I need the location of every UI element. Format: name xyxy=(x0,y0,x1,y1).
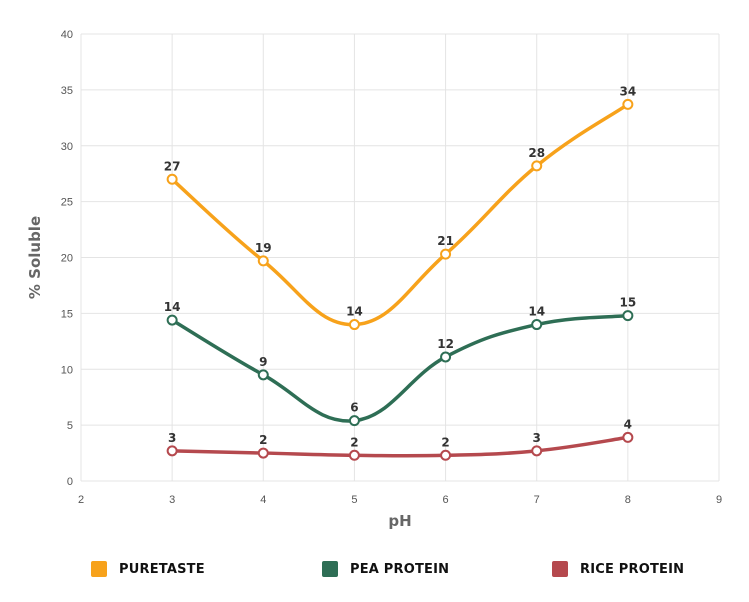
data-point-pea-protein xyxy=(622,310,634,322)
data-label-puretaste: 14 xyxy=(346,305,363,319)
data-label-pea-protein: 6 xyxy=(350,401,358,415)
y-tick-labels: 0 5 10 15 20 25 30 35 40 xyxy=(61,29,73,488)
y-tick-label: 10 xyxy=(61,364,73,376)
legend-label-puretaste: PURETASTE xyxy=(119,561,205,577)
data-label-pea-protein: 15 xyxy=(620,296,637,310)
x-tick-label: 9 xyxy=(716,494,722,506)
y-tick-label: 0 xyxy=(67,476,73,488)
y-tick-label: 25 xyxy=(61,197,73,209)
data-label-puretaste: 34 xyxy=(620,84,637,98)
data-point-pea-protein xyxy=(348,415,360,427)
data-point-pea-protein xyxy=(257,369,269,381)
x-tick-label: 8 xyxy=(625,494,631,506)
data-label-puretaste: 27 xyxy=(164,159,181,173)
x-tick-label: 4 xyxy=(260,494,266,506)
legend-item-rice-protein: RICE PROTEIN xyxy=(552,558,684,580)
y-tick-label: 35 xyxy=(61,85,73,97)
data-label-rice-protein: 3 xyxy=(533,431,541,445)
data-label-pea-protein: 12 xyxy=(437,337,454,351)
x-tick-labels: 2 3 4 5 6 7 8 9 xyxy=(78,494,722,506)
data-point-rice-protein xyxy=(440,449,452,461)
data-label-rice-protein: 2 xyxy=(441,435,449,449)
legend-swatch-puretaste xyxy=(91,561,107,577)
legend-item-puretaste: PURETASTE xyxy=(91,558,205,580)
y-tick-label: 40 xyxy=(61,29,73,41)
data-label-pea-protein: 9 xyxy=(259,355,267,369)
x-tick-label: 6 xyxy=(443,494,449,506)
data-point-rice-protein xyxy=(257,447,269,459)
x-tick-label: 7 xyxy=(534,494,540,506)
legend-swatch-rice-protein xyxy=(552,561,568,577)
y-tick-label: 5 xyxy=(67,420,73,432)
series-line-pea-protein xyxy=(170,313,630,423)
data-label-rice-protein: 3 xyxy=(168,431,176,445)
y-tick-label: 15 xyxy=(61,308,73,320)
x-tick-label: 2 xyxy=(78,494,84,506)
legend-swatch-pea-protein xyxy=(322,561,338,577)
data-point-rice-protein xyxy=(166,445,178,457)
legend: PURETASTE PEA PROTEIN RICE PROTEIN xyxy=(0,550,749,590)
data-point-puretaste xyxy=(257,255,269,267)
x-tick-label: 3 xyxy=(169,494,175,506)
data-label-puretaste: 28 xyxy=(528,146,545,160)
data-point-rice-protein xyxy=(531,445,543,457)
x-axis-title: pH xyxy=(388,512,411,530)
legend-item-pea-protein: PEA PROTEIN xyxy=(322,558,449,580)
data-point-pea-protein xyxy=(166,314,178,326)
data-point-rice-protein xyxy=(622,431,634,443)
y-axis-title: % Soluble xyxy=(26,216,44,299)
legend-label-pea-protein: PEA PROTEIN xyxy=(350,561,450,577)
x-tick-label: 5 xyxy=(351,494,357,506)
data-point-puretaste xyxy=(166,173,178,185)
data-point-puretaste xyxy=(531,160,543,172)
series-line-rice-protein xyxy=(170,435,630,458)
data-label-puretaste: 19 xyxy=(255,241,272,255)
data-point-puretaste xyxy=(622,98,634,110)
legend-label-rice-protein: RICE PROTEIN xyxy=(580,561,685,577)
y-tick-label: 30 xyxy=(61,141,73,153)
y-tick-label: 20 xyxy=(61,253,73,265)
data-point-pea-protein xyxy=(531,319,543,331)
series-line-puretaste xyxy=(170,102,630,327)
data-point-pea-protein xyxy=(440,351,452,363)
data-label-pea-protein: 14 xyxy=(164,300,181,314)
data-label-pea-protein: 14 xyxy=(528,305,545,319)
data-point-puretaste xyxy=(440,248,452,260)
data-point-puretaste xyxy=(348,319,360,331)
data-point-rice-protein xyxy=(348,449,360,461)
data-label-rice-protein: 2 xyxy=(259,433,267,447)
grid-lines xyxy=(80,33,720,482)
data-label-rice-protein: 2 xyxy=(350,435,358,449)
series-layer xyxy=(166,98,634,461)
data-label-puretaste: 21 xyxy=(437,234,454,248)
data-label-rice-protein: 4 xyxy=(624,417,632,431)
